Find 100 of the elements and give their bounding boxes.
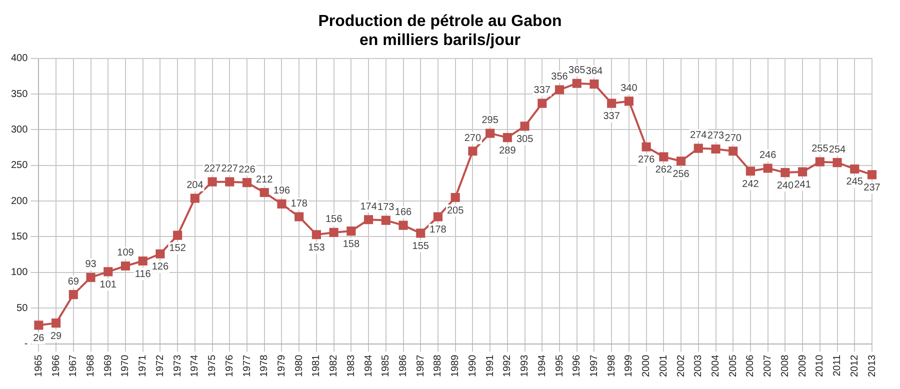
point: [746, 166, 756, 176]
point: [52, 318, 61, 328]
data-label: 158: [342, 238, 360, 250]
y-tick-label: 50: [16, 302, 28, 314]
point: [294, 212, 304, 222]
text: Production de pétrole au Gabon: [318, 13, 562, 30]
x-tick-label: 1983: [346, 354, 357, 378]
data-label: 226: [238, 164, 256, 176]
x-tick-label: 1987: [415, 354, 426, 378]
point: [433, 212, 443, 222]
x-tick-label: 2009: [797, 354, 808, 378]
point: [728, 146, 738, 156]
point: [242, 178, 252, 188]
point: [364, 215, 374, 224]
point: [711, 144, 720, 154]
y-tick-label: 250: [10, 160, 28, 172]
point: [277, 199, 286, 208]
point: [590, 80, 599, 89]
x-tick-label: 2004: [710, 354, 722, 378]
point: [208, 177, 217, 186]
point: [486, 128, 495, 138]
x-tick-label: 1966: [50, 354, 62, 378]
point: [607, 98, 616, 108]
data-label: 205: [447, 205, 464, 216]
data-label: 212: [256, 174, 274, 186]
data-label: 240: [776, 180, 794, 192]
data-label: 242: [742, 178, 760, 190]
point: [329, 228, 338, 237]
data-label: 276: [638, 154, 656, 166]
x-tick-label: 1986: [398, 354, 410, 378]
point: [642, 142, 651, 152]
point: [173, 230, 182, 240]
point: [815, 157, 824, 166]
x-tick-label: 1972: [154, 354, 166, 378]
data-label: 255: [812, 144, 829, 155]
x-tick-label: 1971: [138, 354, 149, 378]
x-tick-label: 2006: [745, 354, 756, 378]
point: [450, 192, 460, 202]
data-label: 273: [707, 130, 725, 142]
data-label: 227: [221, 164, 238, 175]
x-tick-label: 1997: [588, 354, 600, 378]
point: [694, 144, 703, 153]
data-label: 340: [620, 82, 638, 94]
x-tick-label: 1980: [294, 354, 305, 378]
data-label: 356: [551, 72, 568, 83]
data-label: 109: [117, 248, 134, 259]
data-label: 173: [378, 202, 395, 214]
data-label: 153: [308, 242, 326, 254]
x-tick-label: 1999: [624, 354, 635, 378]
point: [867, 170, 877, 180]
x-tick-label: 1973: [172, 354, 184, 378]
data-label: 337: [534, 85, 551, 96]
point: [832, 158, 842, 168]
x-tick-label: 1985: [380, 354, 392, 378]
point: [554, 85, 564, 94]
x-tick-label: 2005: [728, 354, 739, 378]
data-label: 204: [186, 180, 204, 191]
x-tick-label: 2001: [658, 354, 670, 378]
point: [346, 226, 356, 236]
point: [312, 230, 321, 240]
point: [572, 78, 582, 88]
x-tick-label: 1991: [484, 354, 496, 378]
data-label: 29: [50, 330, 62, 342]
x-tick-label: 1969: [102, 354, 114, 378]
y-tick-label: 350: [10, 88, 28, 100]
y-tick-label: 300: [10, 124, 28, 136]
point: [398, 220, 408, 230]
x-tick-label: 1998: [606, 354, 618, 378]
data-label: 289: [499, 145, 516, 156]
x-tick-label: 1970: [120, 354, 132, 378]
data-label: 126: [152, 262, 169, 273]
data-label: 178: [430, 224, 447, 236]
point: [520, 122, 530, 131]
data-label: 256: [672, 168, 690, 180]
data-label: 227: [204, 164, 222, 175]
point: [624, 96, 634, 106]
point: [381, 216, 390, 225]
data-label: 155: [412, 240, 430, 252]
x-tick-label: 1993: [520, 354, 531, 378]
x-tick-label: 1992: [502, 354, 514, 378]
x-tick-label: 1978: [259, 354, 270, 378]
x-tick-label: 1965: [33, 354, 44, 378]
x-tick-label: 2000: [641, 354, 652, 378]
x-tick-label: 1988: [432, 354, 444, 378]
x-tick-label: 1982: [328, 354, 340, 378]
x-tick-label: 1974: [190, 354, 201, 378]
point: [468, 146, 478, 156]
point: [502, 133, 512, 142]
data-label: 69: [68, 276, 80, 288]
x-tick-label: 1981: [311, 354, 322, 378]
x-tick-label: 1996: [572, 354, 583, 378]
point: [190, 194, 200, 203]
data-label: 364: [586, 66, 604, 77]
y-tick-label: 150: [10, 231, 28, 242]
data-label: 178: [290, 198, 308, 210]
y-tick-label: -: [24, 338, 28, 350]
x-tick-label: 2003: [693, 354, 704, 378]
point: [780, 168, 790, 178]
point: [676, 156, 686, 166]
point: [850, 164, 860, 174]
